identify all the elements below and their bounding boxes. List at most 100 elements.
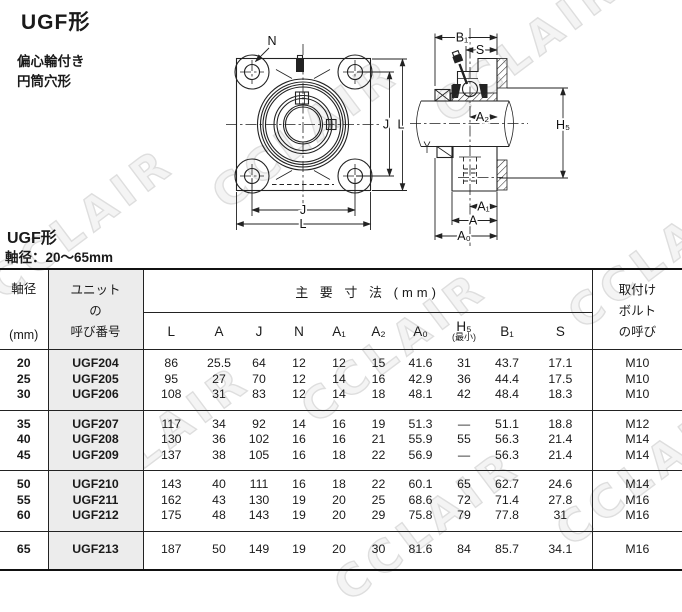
col-header-A0: A₀ bbox=[413, 323, 428, 339]
col-header-A2: A₂ bbox=[371, 323, 386, 339]
unit-number-cell: UGF205 bbox=[48, 371, 144, 387]
side-section-view: B₁ S A₂ H₅ A₁ A A₀ bbox=[410, 28, 572, 246]
dim-cell-A1: 20 bbox=[332, 541, 346, 556]
dim-label-a0: A₀ bbox=[457, 229, 471, 243]
grease-fitting-icon bbox=[451, 49, 464, 64]
dim-cell-A2: 30 bbox=[371, 541, 386, 556]
dim-cell-J: 143 bbox=[248, 508, 270, 522]
dim-cell-L: 162 bbox=[160, 492, 182, 507]
table-group: 20 UGF204 86 25.5 64 12 12 15 41.6 31 43.7 17.1 M10 2… bbox=[0, 349, 682, 410]
bolt-size-cell: M12 bbox=[591, 410, 682, 432]
dim-cell-B1: 43.7 bbox=[495, 356, 519, 370]
dim-cell-H5: 55 bbox=[457, 432, 471, 446]
unit-number-cell: UGF210 bbox=[48, 470, 144, 493]
col-header-J: J bbox=[255, 323, 263, 339]
table-section-title: UGF形 bbox=[7, 230, 57, 247]
col-header-L: L bbox=[167, 323, 175, 339]
bolt-header-line: ボルト bbox=[618, 304, 657, 318]
dim-cell-A: 38 bbox=[212, 447, 226, 462]
shaft-diameter-cell: 55 bbox=[0, 492, 49, 508]
dim-cell-H5: 65 bbox=[457, 477, 471, 491]
dim-label-b1: B₁ bbox=[456, 31, 469, 45]
dim-cell-N: 14 bbox=[292, 416, 306, 431]
table-header: 軸径 (mm) ユニット の 呼び番号 主 要 寸 法 (mm) 取付け ボルト… bbox=[0, 269, 682, 350]
grease-nipple-icon bbox=[296, 59, 304, 72]
dim-label-a2: A₂ bbox=[476, 110, 489, 124]
shaft-diameter-cell: 60 bbox=[0, 508, 49, 531]
dim-cell-A2: 16 bbox=[371, 371, 386, 386]
dim-cell-N: 19 bbox=[292, 508, 306, 522]
dim-label-n: N bbox=[267, 34, 276, 48]
dim-cell-A1: 20 bbox=[332, 492, 346, 507]
dim-cell-L: 187 bbox=[160, 541, 182, 556]
dim-cell-A1: 14 bbox=[332, 387, 346, 401]
bolt-size-cell: M10 bbox=[591, 349, 682, 372]
dim-cell-L: 95 bbox=[164, 371, 179, 386]
dim-cell-A2: 25 bbox=[371, 492, 386, 507]
dim-cell-L: 137 bbox=[160, 447, 182, 462]
shaft-range-subtitle: 軸径：20～65mm bbox=[5, 250, 114, 265]
grease-fitting-icon bbox=[458, 63, 469, 85]
main-dimensions-header: 主 要 寸 法 (mm) bbox=[143, 269, 593, 313]
dim-cell-A1: 12 bbox=[332, 356, 346, 370]
dim-cell-A2: 21 bbox=[371, 432, 386, 446]
dim-cell-A0: 51.3 bbox=[408, 416, 433, 431]
dim-cell-N: 19 bbox=[292, 541, 306, 556]
col-header-A: A bbox=[214, 323, 224, 339]
bolt-size-cell: M10 bbox=[591, 371, 682, 387]
table-row: 25 UGF205 95 27 70 12 14 16 42.9 36 44.4 17.5 M10 bbox=[0, 371, 682, 387]
dim-cell-A1: 14 bbox=[332, 371, 346, 386]
shaft-diameter-cell: 20 bbox=[0, 349, 49, 372]
dim-cell-N: 16 bbox=[292, 432, 306, 446]
col-header-B1: B₁ bbox=[500, 323, 514, 339]
dim-cell-A: 34 bbox=[212, 416, 226, 431]
dim-cell-L: 175 bbox=[160, 508, 182, 522]
front-view: N J L J L bbox=[226, 32, 407, 233]
shaft-diameter-cell: 30 bbox=[0, 387, 49, 410]
dim-cell-J: 102 bbox=[248, 432, 270, 446]
dim-cell-B1: 56.3 bbox=[495, 447, 519, 462]
mounting-bolt-header: 取付け ボルト の呼び bbox=[591, 269, 682, 350]
dim-cell-H5: 36 bbox=[457, 371, 471, 386]
shaft-diameter-cell: 40 bbox=[0, 432, 49, 448]
dim-cell-B1: 48.4 bbox=[495, 387, 519, 401]
dim-cell-J: 64 bbox=[252, 356, 266, 370]
unit-header-line: の bbox=[89, 304, 102, 318]
set-screw bbox=[294, 91, 310, 105]
dim-cell-S: 21.4 bbox=[548, 432, 573, 446]
dim-cell-A0: 75.8 bbox=[408, 508, 433, 522]
unit-number-cell: UGF212 bbox=[48, 508, 144, 531]
shaft-diameter-header: 軸径 (mm) bbox=[0, 269, 49, 350]
dim-cell-H5: 79 bbox=[457, 508, 471, 522]
shaft-diameter-cell: 35 bbox=[0, 410, 49, 432]
dim-cell-J: 70 bbox=[252, 371, 266, 386]
bolt-size-cell: M14 bbox=[591, 432, 682, 448]
unit-header-line: ユニット bbox=[70, 283, 121, 297]
dim-cell-A: 40 bbox=[212, 477, 226, 491]
bore-type-label: 円筒穴形 bbox=[17, 74, 71, 89]
dim-cell-L: 108 bbox=[160, 387, 182, 401]
unit-number-cell: UGF208 bbox=[48, 432, 144, 448]
bolt-size-cell: M16 bbox=[591, 492, 682, 508]
dim-cell-S: 18.3 bbox=[548, 387, 573, 401]
dim-cell-A2: 29 bbox=[371, 508, 386, 522]
dim-cell-A0: 68.6 bbox=[408, 492, 433, 507]
dim-cell-S: 21.4 bbox=[548, 447, 573, 462]
bolt-size-cell: M10 bbox=[591, 387, 682, 410]
bolt-size-cell: M16 bbox=[591, 531, 682, 570]
dim-cell-J: 130 bbox=[248, 492, 270, 507]
table-row: 60 UGF212 175 48 143 19 20 29 75.8 79 77.8 31 M16 bbox=[0, 508, 682, 531]
dim-cell-A1: 18 bbox=[332, 447, 346, 462]
dim-cell-N: 12 bbox=[292, 387, 306, 401]
page-title: UGF形 bbox=[21, 11, 91, 34]
table-group: 50 UGF210 143 40 111 16 18 22 60.1 65 62.7 24.6 M14 5… bbox=[0, 470, 682, 531]
bolt-header-line: の呼び bbox=[618, 325, 657, 339]
dim-cell-N: 12 bbox=[292, 371, 306, 386]
dim-cell-A0: 81.6 bbox=[408, 541, 433, 556]
table-row: 55 UGF211 162 43 130 19 20 25 68.6 72 71.4 27.8 M16 bbox=[0, 492, 682, 508]
dim-cell-B1: 62.7 bbox=[495, 477, 519, 491]
dim-cell-H5: 72 bbox=[457, 492, 471, 507]
technical-drawing: N J L J L bbox=[226, 28, 572, 246]
dim-cell-N: 19 bbox=[292, 492, 306, 507]
dim-cell-A1: 18 bbox=[332, 477, 346, 491]
